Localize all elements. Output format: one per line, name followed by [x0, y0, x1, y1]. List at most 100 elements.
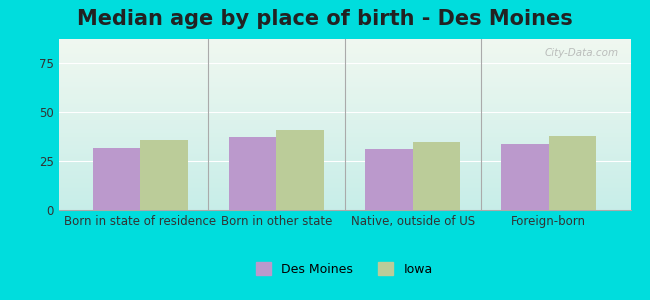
Bar [58, 74, 630, 75]
Bar [58, 143, 630, 144]
Bar [58, 151, 630, 152]
Bar [58, 52, 630, 53]
Bar [58, 118, 630, 119]
Bar [58, 190, 630, 191]
Bar [58, 84, 630, 85]
Bar [58, 107, 630, 108]
Bar [58, 93, 630, 94]
Bar [58, 122, 630, 123]
Bar [58, 49, 630, 50]
Bar [58, 145, 630, 146]
Bar [58, 162, 630, 163]
Bar [58, 187, 630, 188]
Bar [58, 94, 630, 95]
Bar [58, 39, 630, 40]
Bar [58, 120, 630, 121]
Bar [58, 199, 630, 200]
Bar [58, 87, 630, 88]
Bar [58, 56, 630, 57]
Bar [58, 102, 630, 103]
Bar [58, 46, 630, 47]
Bar [58, 205, 630, 206]
Bar [58, 149, 630, 150]
Bar [58, 63, 630, 64]
Bar [58, 189, 630, 190]
Bar [58, 57, 630, 58]
Bar [58, 41, 630, 42]
Bar [58, 184, 630, 185]
Bar [58, 40, 630, 41]
Bar [58, 42, 630, 43]
Bar [58, 206, 630, 207]
Bar [58, 127, 630, 128]
Bar [58, 45, 630, 46]
Bar [58, 48, 630, 49]
Bar [58, 167, 630, 168]
Bar [58, 202, 630, 203]
Bar [58, 185, 630, 186]
Bar [58, 188, 630, 189]
Bar [58, 197, 630, 198]
Bar [58, 69, 630, 70]
Bar [58, 89, 630, 90]
Bar [58, 178, 630, 179]
Bar [58, 50, 630, 51]
Bar [58, 73, 630, 74]
Bar [58, 150, 630, 151]
Bar [58, 203, 630, 204]
Bar [58, 194, 630, 195]
Bar [58, 115, 630, 116]
Bar [58, 156, 630, 157]
Bar [58, 103, 630, 104]
Bar [58, 169, 630, 170]
Bar [58, 130, 630, 131]
Text: City-Data.com: City-Data.com [545, 47, 619, 58]
Bar [58, 137, 630, 138]
Bar [58, 59, 630, 60]
Bar [58, 176, 630, 177]
Bar [58, 147, 630, 148]
Bar [58, 80, 630, 81]
Bar [58, 82, 630, 83]
Bar [58, 172, 630, 173]
Bar [58, 71, 630, 72]
Bar [58, 70, 630, 71]
Text: Median age by place of birth - Des Moines: Median age by place of birth - Des Moine… [77, 9, 573, 29]
Bar [58, 135, 630, 136]
Bar [58, 164, 630, 165]
Bar [58, 109, 630, 110]
Bar [58, 112, 630, 113]
Bar [58, 193, 630, 194]
Bar [58, 191, 630, 192]
Bar [413, 142, 460, 210]
Bar [58, 179, 630, 180]
Bar [58, 119, 630, 120]
Bar [58, 182, 630, 183]
Bar [58, 82, 630, 83]
Bar [58, 141, 630, 142]
Bar [58, 68, 630, 69]
Bar [58, 67, 630, 68]
Bar [549, 136, 597, 210]
Bar [58, 144, 630, 145]
Bar [58, 138, 630, 139]
Legend: Des Moines, Iowa: Des Moines, Iowa [252, 257, 437, 281]
Bar [58, 134, 630, 135]
Bar [58, 129, 630, 130]
Bar [58, 132, 630, 133]
Bar [58, 126, 630, 127]
Bar [58, 85, 630, 86]
Bar [58, 160, 630, 161]
Bar [58, 153, 630, 154]
Bar [58, 152, 630, 153]
Bar [58, 168, 630, 169]
Bar [58, 79, 630, 80]
Bar [58, 195, 630, 196]
Bar [58, 124, 630, 125]
Bar [58, 200, 630, 201]
Bar [58, 136, 630, 137]
Bar [58, 83, 630, 84]
Bar [58, 66, 630, 67]
Bar [58, 181, 630, 182]
Bar [58, 183, 630, 184]
